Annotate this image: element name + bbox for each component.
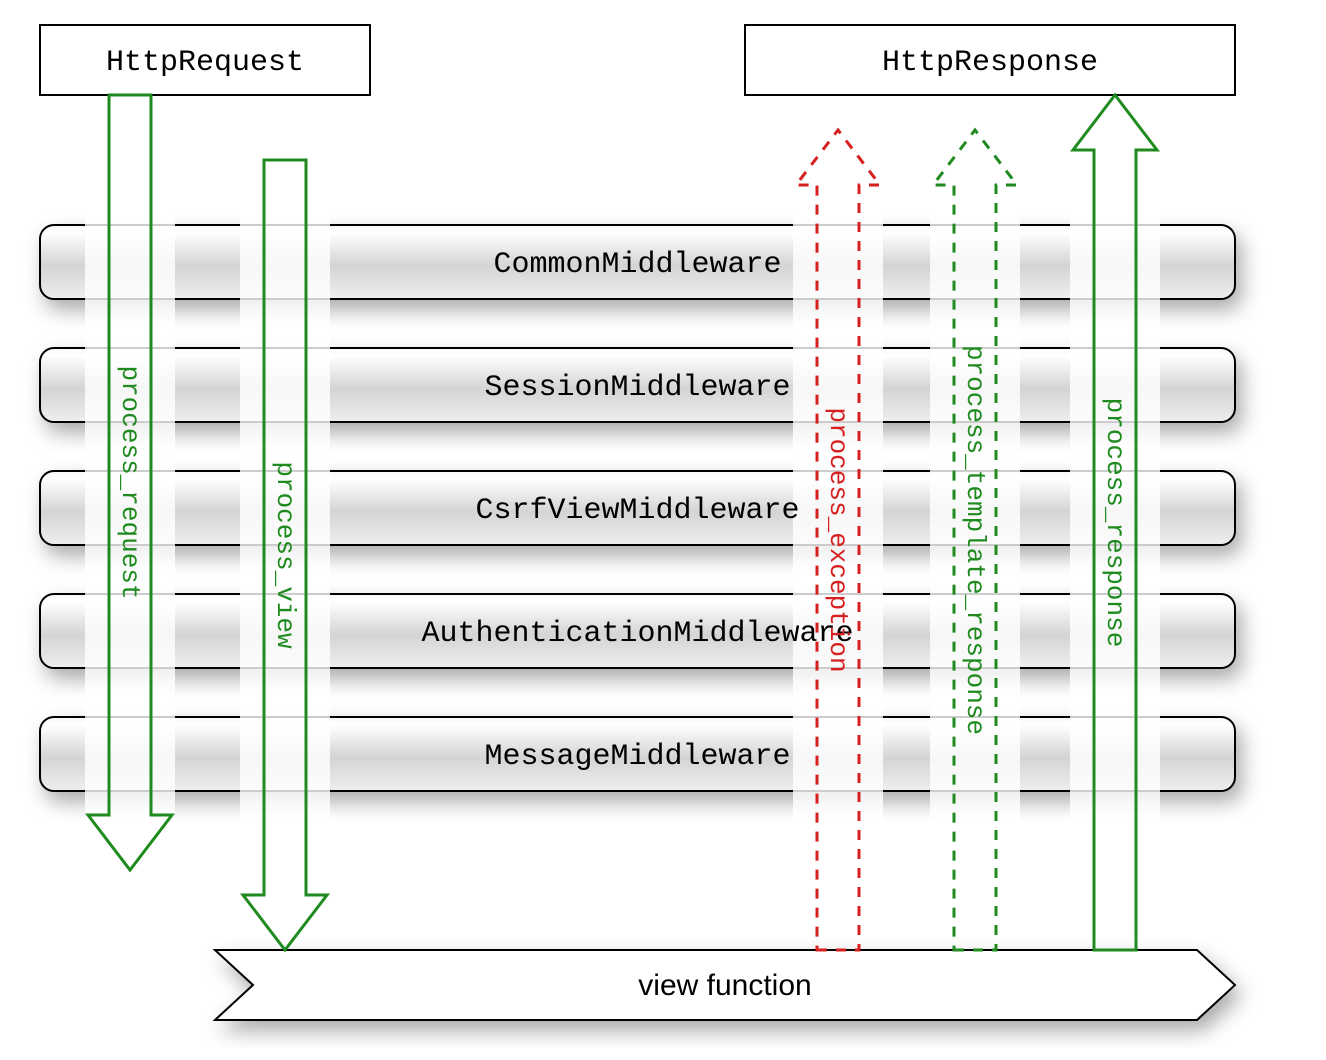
middleware-label: AuthenticationMiddleware <box>421 617 853 651</box>
request-box: HttpRequest <box>40 25 370 95</box>
middleware-label: CommonMiddleware <box>493 248 781 282</box>
view-function-box: view function <box>215 950 1235 1020</box>
middleware-label: SessionMiddleware <box>484 371 790 405</box>
view-function-label: view function <box>638 969 811 1002</box>
process_template_response-label: process_template_response <box>960 345 990 735</box>
response-box: HttpResponse <box>745 25 1235 95</box>
middleware-label: CsrfViewMiddleware <box>475 494 799 528</box>
process_response-label: process_response <box>1100 398 1130 648</box>
process_request-label: process_request <box>115 365 145 599</box>
middleware-label: MessageMiddleware <box>484 740 790 774</box>
request-label: HttpRequest <box>106 46 304 80</box>
response-label: HttpResponse <box>882 46 1098 80</box>
process_view-label: process_view <box>270 461 300 649</box>
process_exception-label: process_exception <box>823 407 853 672</box>
